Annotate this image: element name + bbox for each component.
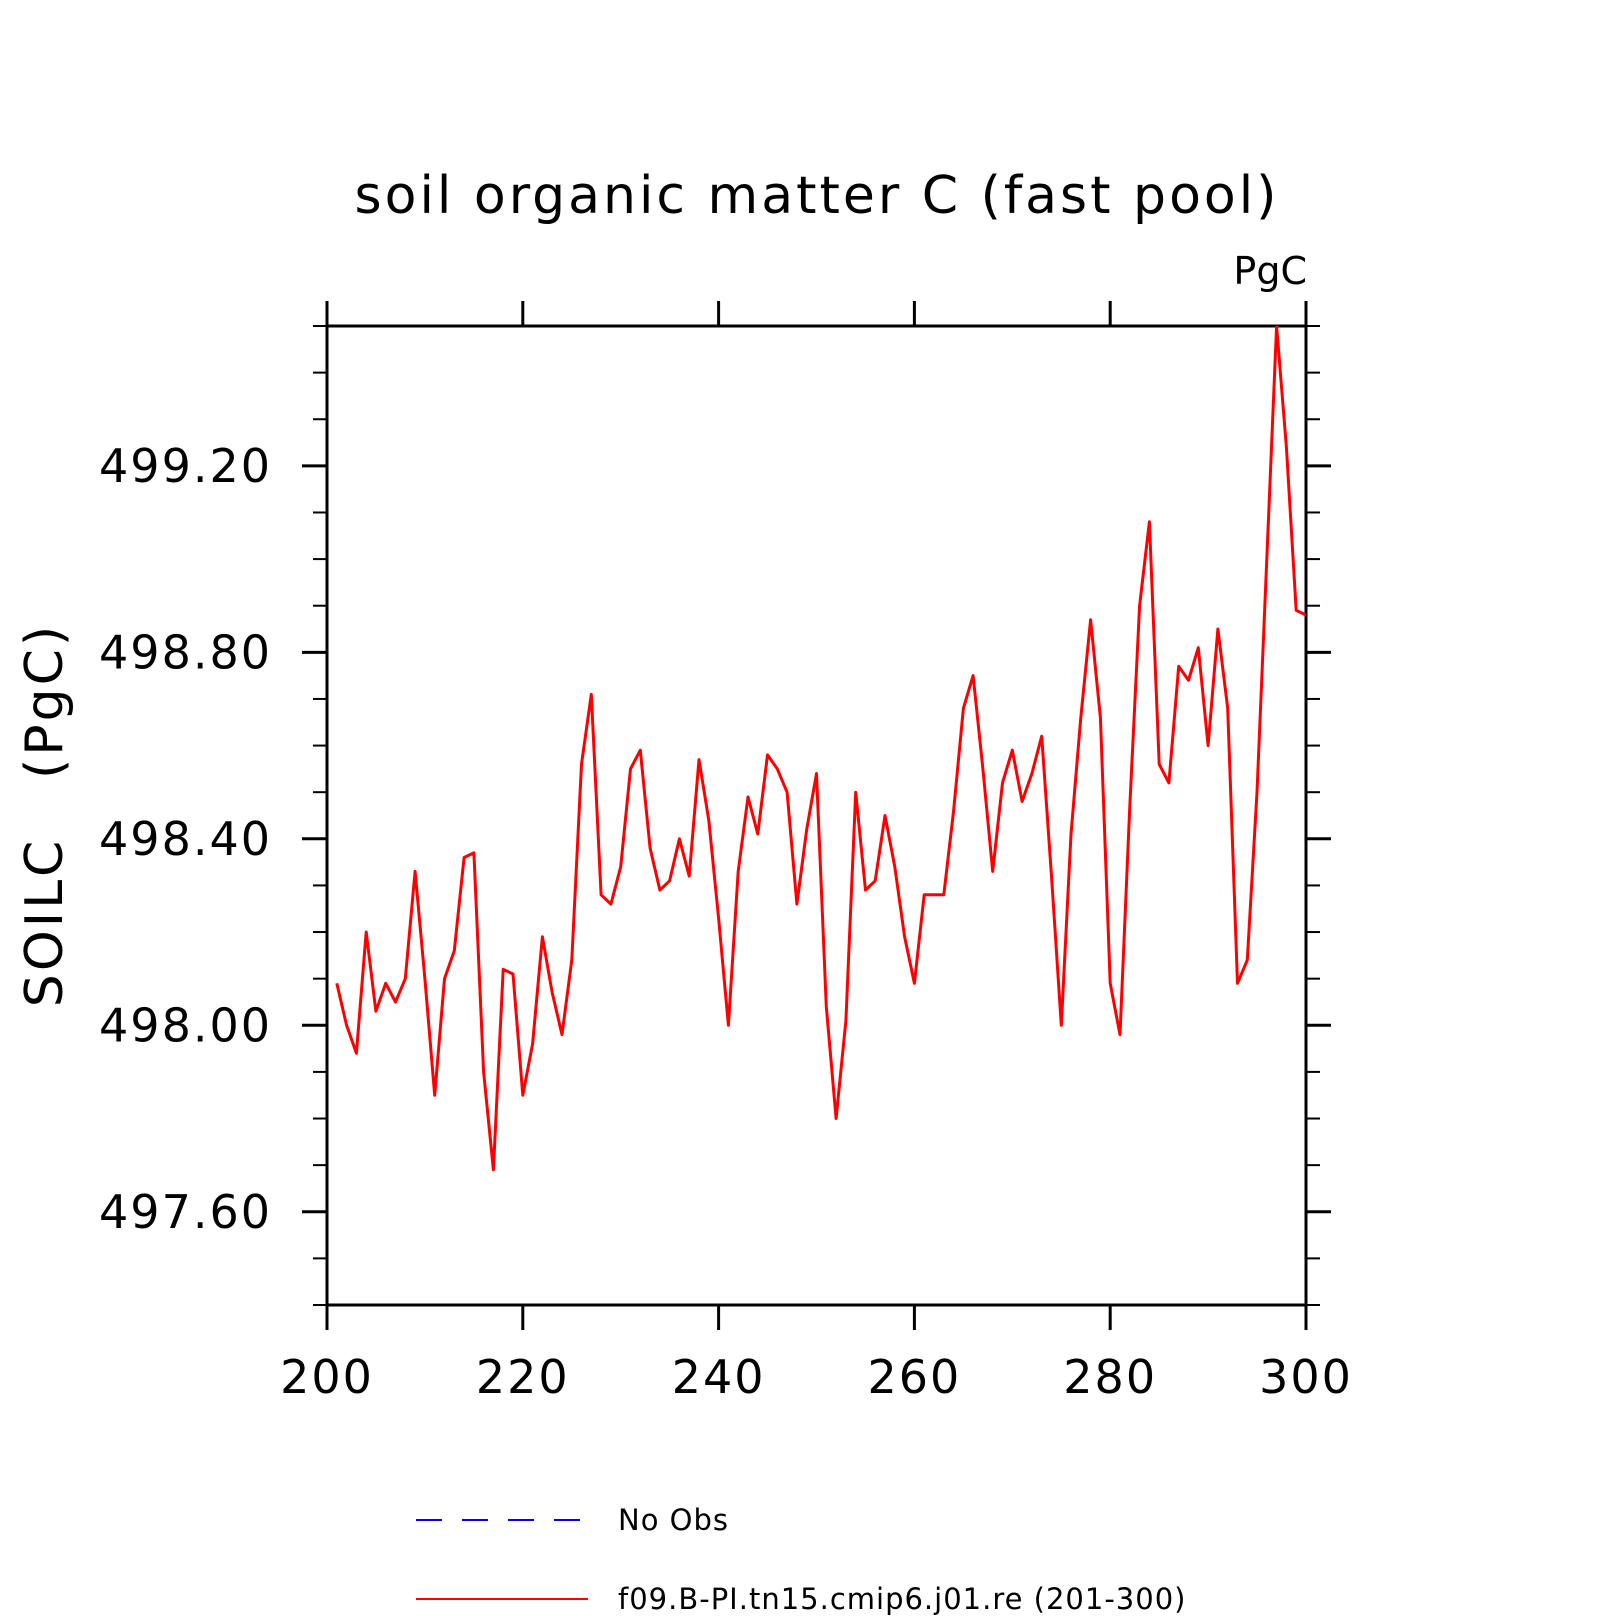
x-tick-label: 200: [280, 1350, 374, 1404]
series-lines: [335, 326, 1306, 1172]
x-tick-label: 280: [1063, 1350, 1157, 1404]
legend-label-no-obs: No Obs: [618, 1503, 729, 1537]
y-axis-label: SOILC (PgC): [15, 623, 75, 1007]
y-tick-label: 498.40: [99, 812, 272, 866]
x-tick-label: 260: [867, 1350, 961, 1404]
units-label: PgC: [1233, 249, 1307, 293]
chart-title: soil organic matter C (fast pool): [355, 166, 1280, 226]
y-tick-label: 498.80: [99, 625, 272, 679]
x-tick-label: 300: [1259, 1350, 1353, 1404]
y-tick-label: 499.20: [99, 439, 272, 493]
y-tick-label: 498.00: [99, 998, 272, 1052]
y-tick-label: 497.60: [99, 1185, 272, 1239]
x-tick-label: 240: [672, 1350, 766, 1404]
axis-tick-labels: 200 220 240 260 280 300 497.60 498.00 498.40 498.…: [99, 439, 1353, 1404]
series-line: [335, 326, 1306, 1172]
axis-ticks: [302, 301, 1331, 1330]
x-tick-label: 220: [476, 1350, 570, 1404]
legend-label-model: f09.B-PI.tn15.cmip6.j01.re (201-300): [618, 1582, 1186, 1616]
